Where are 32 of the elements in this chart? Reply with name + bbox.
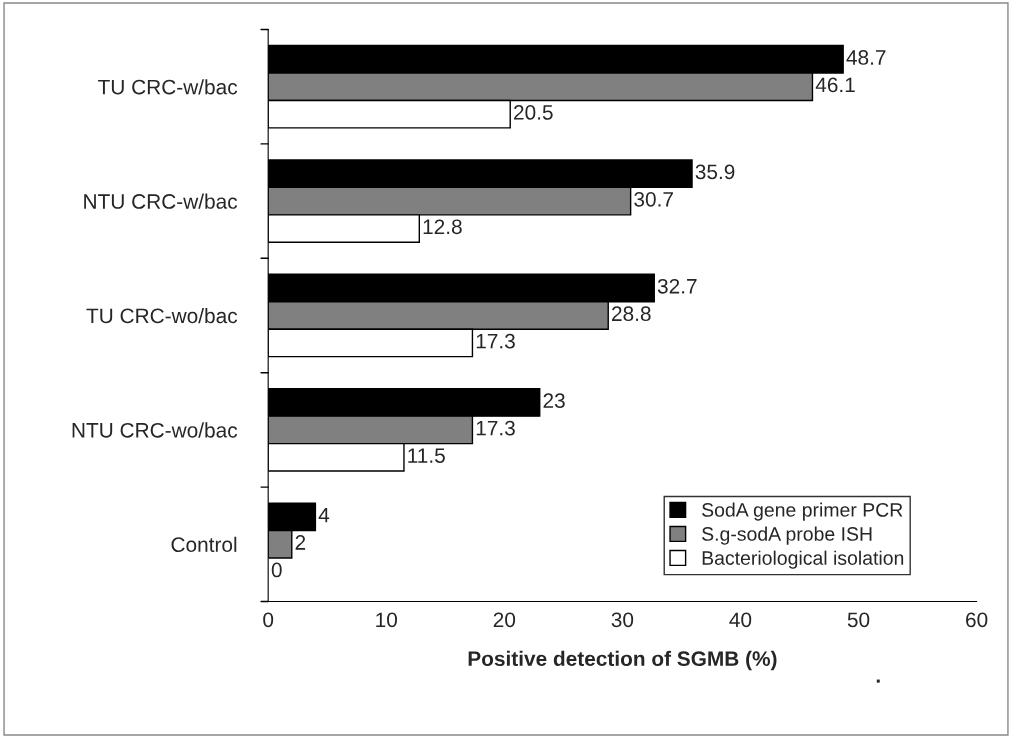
data-label: 46.1: [815, 77, 855, 93]
y-tick-label: TU CRC-w/bac: [98, 79, 238, 95]
y-tick-label: TU CRC-wo/bac: [86, 307, 238, 324]
data-label: 20.5: [514, 105, 553, 120]
legend-label: S.g-sodA probe ISH: [702, 526, 872, 545]
data-label: 30.7: [634, 191, 673, 207]
y-tick-label: Control: [171, 536, 237, 553]
data-label: 2: [295, 535, 306, 550]
x-tick-label: 50: [847, 612, 870, 628]
x-tick-label: 0: [263, 612, 274, 628]
data-label: 48.7: [846, 50, 886, 65]
x-tick-label: 60: [966, 612, 988, 628]
x-axis-title: Positive detection of SGMB (%): [468, 650, 777, 671]
legend-label: Bacteriological isolation: [702, 550, 904, 569]
x-tick-label: 10: [376, 612, 398, 628]
data-label: 35.9: [695, 164, 735, 180]
data-label: 32.7: [657, 278, 697, 294]
legend-label: SodA gene primer PCR: [702, 502, 903, 521]
x-tick-label: 30: [611, 612, 634, 628]
y-tick-label: NTU CRC-w/bac: [84, 193, 238, 209]
data-label: 17.3: [476, 333, 515, 349]
x-tick-label: 40: [729, 612, 752, 628]
data-label: 17.3: [476, 420, 515, 436]
y-tick-label: NTU CRC-wo/bac: [72, 422, 238, 438]
data-label: 28.8: [612, 306, 651, 322]
data-label: 4: [318, 507, 330, 523]
data-label: 11.5: [408, 448, 445, 463]
data-label: 23: [543, 393, 565, 409]
data-label: 12.8: [423, 219, 462, 235]
data-label: 0: [271, 562, 282, 578]
x-tick-label: 20: [493, 612, 516, 628]
text: .: [876, 679, 880, 683]
